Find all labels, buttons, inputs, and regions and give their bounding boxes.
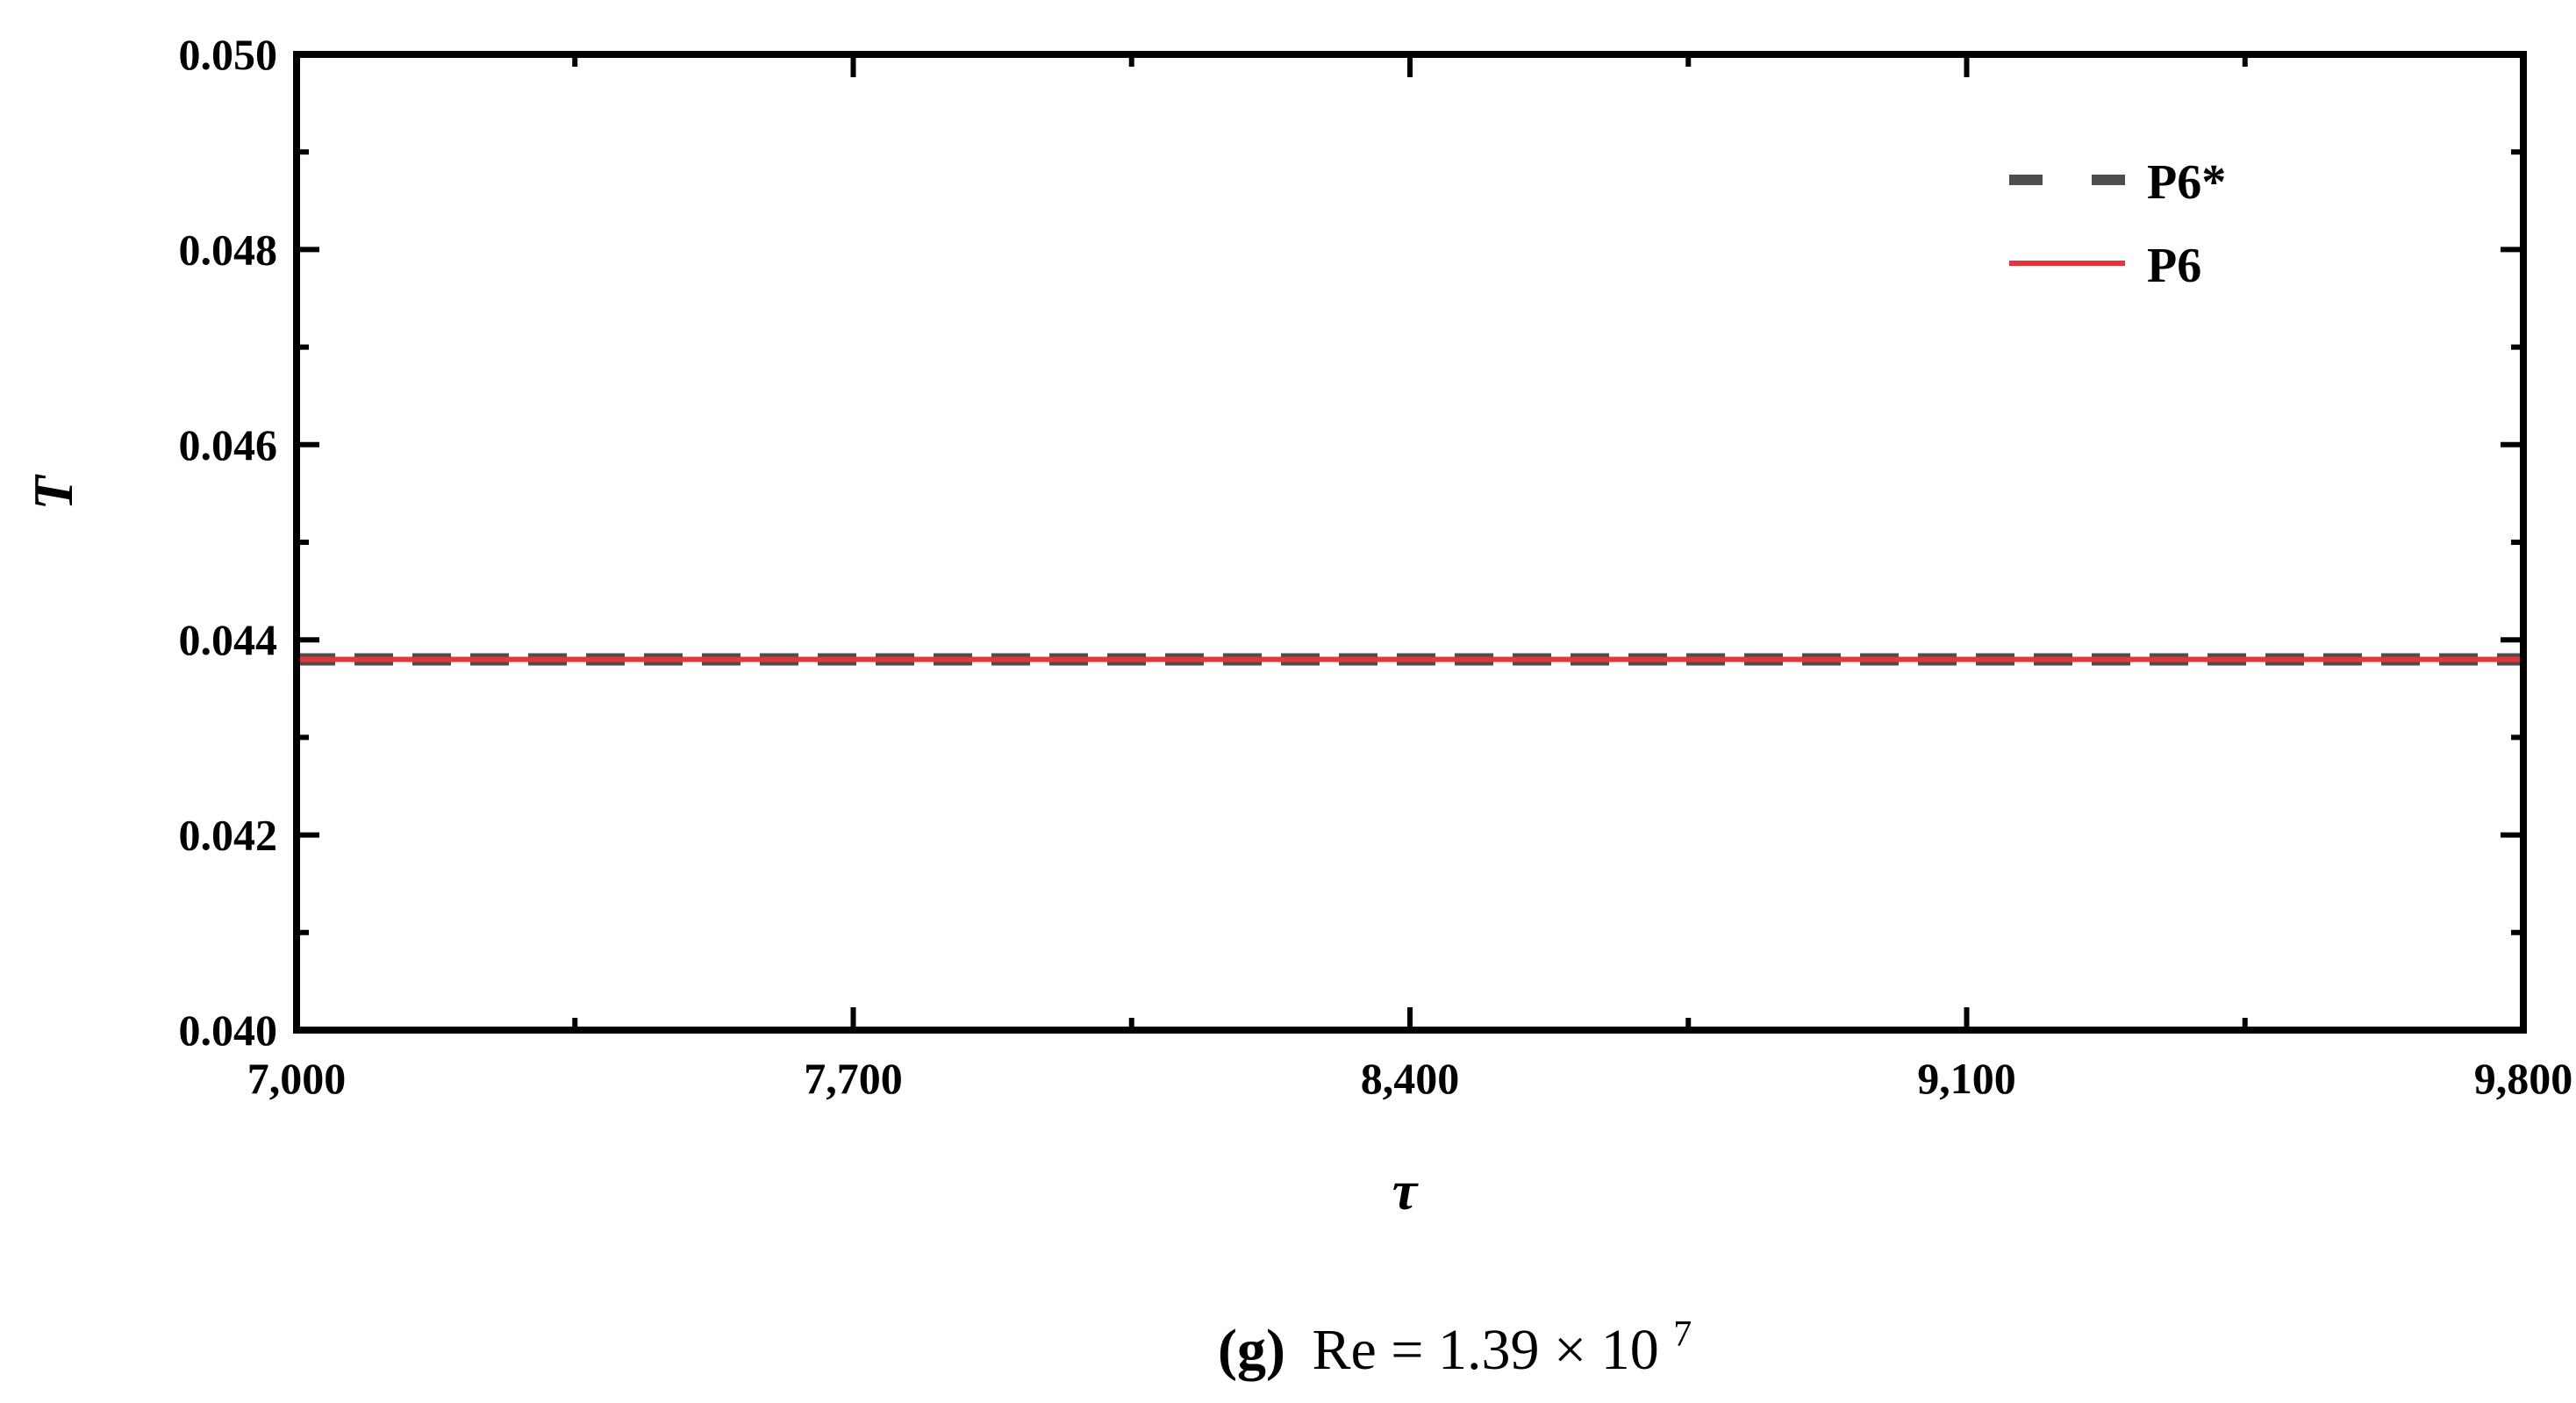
caption-label: (g) xyxy=(1218,1318,1285,1382)
x-tick-label: 7,000 xyxy=(247,1054,347,1103)
x-tick-label: 7,700 xyxy=(804,1054,903,1103)
y-tick-label: 0.050 xyxy=(179,30,278,79)
y-tick-labels: 0.040 0.042 0.044 0.046 0.048 0.050 xyxy=(179,30,278,1055)
x-tick-label: 9,100 xyxy=(1917,1054,2016,1103)
y-tick-label: 0.048 xyxy=(179,225,278,274)
y-axis-title: T xyxy=(22,474,84,511)
caption-exponent: 7 xyxy=(1673,1314,1692,1355)
caption-text: Re = 1.39 × 10 xyxy=(1312,1318,1658,1382)
x-tick-label: 9,800 xyxy=(2474,1054,2573,1103)
legend-label-p6-star: P6* xyxy=(2147,155,2226,210)
y-tick-label: 0.042 xyxy=(179,811,278,860)
x-tick-labels: 7,000 7,700 8,400 9,100 9,800 xyxy=(247,1054,2573,1103)
x-tick-label: 8,400 xyxy=(1361,1054,1460,1103)
y-tick-label: 0.040 xyxy=(179,1006,278,1055)
x-axis-title: τ xyxy=(1392,1159,1420,1221)
plot-frame xyxy=(293,51,2527,1034)
legend-label-p6: P6 xyxy=(2147,239,2201,293)
figure-caption: (g) Re = 1.39 × 10 7 xyxy=(1218,1314,1692,1382)
y-tick-label: 0.046 xyxy=(179,420,278,469)
legend: P6* P6 xyxy=(2009,155,2226,293)
y-tick-label: 0.044 xyxy=(179,615,278,664)
